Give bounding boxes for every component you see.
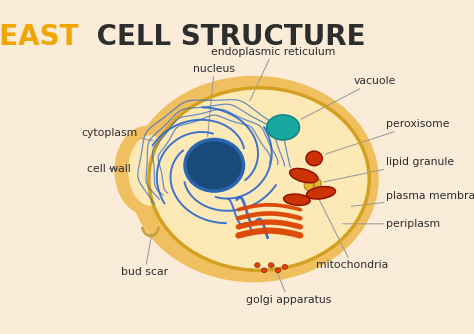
Ellipse shape bbox=[282, 265, 288, 269]
Text: bud scar: bud scar bbox=[121, 233, 168, 277]
Ellipse shape bbox=[267, 115, 300, 140]
Text: endoplasmic reticulum: endoplasmic reticulum bbox=[210, 47, 335, 101]
Text: mitochondria: mitochondria bbox=[316, 199, 388, 270]
Text: cytoplasm: cytoplasm bbox=[82, 128, 153, 141]
Text: cell wall: cell wall bbox=[87, 164, 131, 174]
Ellipse shape bbox=[114, 126, 180, 215]
Ellipse shape bbox=[290, 168, 318, 183]
Ellipse shape bbox=[268, 263, 274, 268]
Ellipse shape bbox=[129, 76, 379, 282]
Ellipse shape bbox=[283, 194, 310, 205]
Ellipse shape bbox=[304, 179, 314, 191]
Text: lipid granule: lipid granule bbox=[324, 157, 455, 182]
Ellipse shape bbox=[149, 88, 369, 270]
Text: plasma membrane: plasma membrane bbox=[351, 191, 474, 206]
Ellipse shape bbox=[128, 135, 173, 206]
Ellipse shape bbox=[185, 140, 244, 191]
Text: peroxisome: peroxisome bbox=[325, 119, 450, 154]
Ellipse shape bbox=[255, 263, 260, 268]
Text: CELL STRUCTURE: CELL STRUCTURE bbox=[87, 23, 365, 51]
Text: vacuole: vacuole bbox=[301, 76, 396, 119]
Text: nucleus: nucleus bbox=[193, 64, 235, 137]
Text: YEAST: YEAST bbox=[0, 23, 79, 51]
Text: golgi apparatus: golgi apparatus bbox=[246, 264, 331, 305]
Ellipse shape bbox=[306, 151, 322, 166]
Ellipse shape bbox=[262, 268, 267, 273]
Ellipse shape bbox=[314, 179, 321, 188]
Ellipse shape bbox=[275, 268, 281, 273]
Ellipse shape bbox=[307, 186, 336, 199]
Text: periplasm: periplasm bbox=[343, 219, 440, 229]
